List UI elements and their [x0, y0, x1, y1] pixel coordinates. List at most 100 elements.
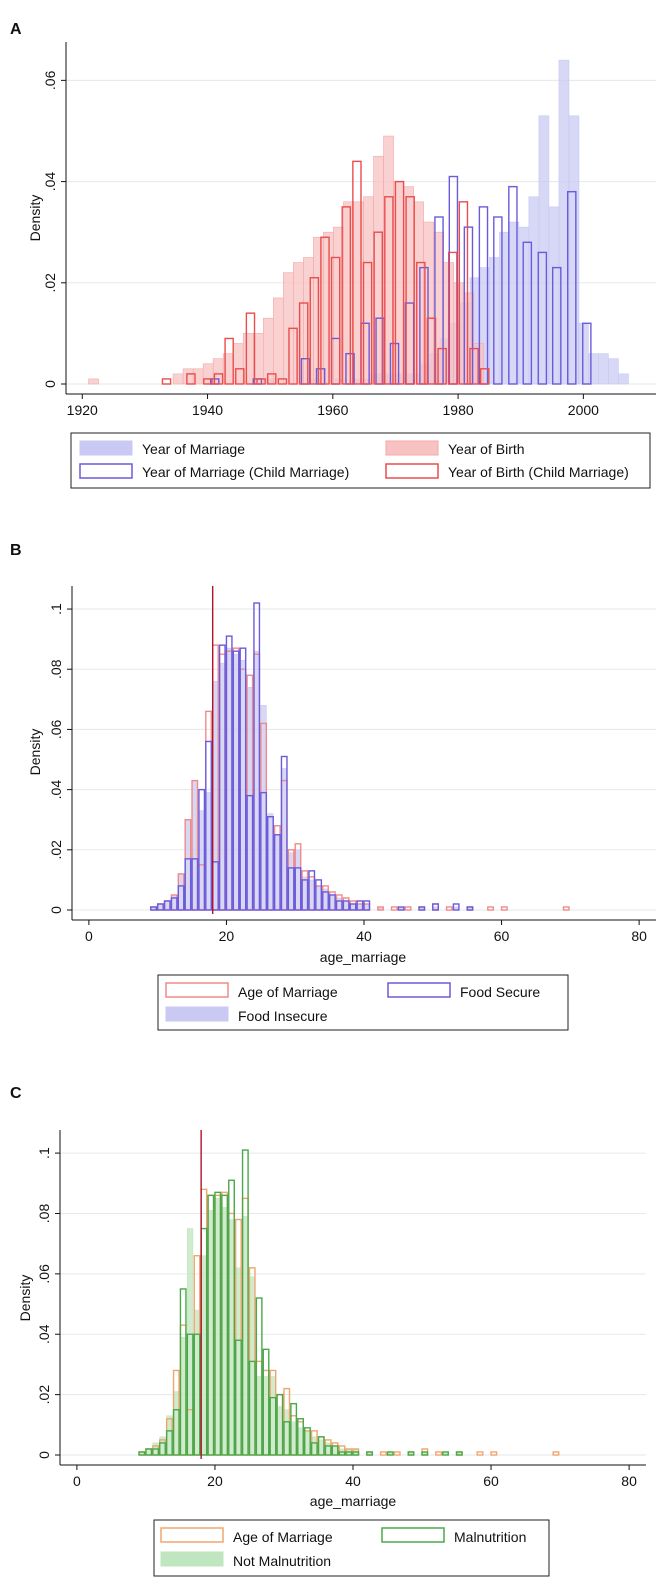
panel-c-bar-series-1 — [476, 1451, 484, 1456]
legend-c-swatch-mal — [381, 1527, 445, 1543]
panel-a-bar-series-3 — [245, 312, 256, 385]
panel-c-bar-series-2 — [214, 1191, 222, 1456]
panel-c-bar-series-0 — [283, 1409, 290, 1456]
panel-a-bar-series-3 — [213, 373, 224, 385]
panel-c-bar-series-1 — [379, 1451, 387, 1456]
panel-b-bar-series-0 — [205, 792, 212, 911]
panel-b-bar-series-2 — [356, 900, 364, 911]
panel-c-bar-series-0 — [173, 1391, 180, 1456]
panel-b-bar-series-0 — [267, 813, 274, 911]
panel-c-xtick-label: 80 — [621, 1473, 637, 1489]
panel-a-bar-series-3 — [288, 327, 298, 385]
panel-a-xtick-label: 1960 — [317, 402, 348, 418]
panel-c-xtick-label: 40 — [345, 1473, 361, 1489]
panel-b-bar-series-2 — [280, 755, 288, 911]
legend-a-swatch-marriage — [79, 440, 133, 456]
panel-b-bar-series-2 — [328, 894, 336, 911]
panel-c-bar-series-0 — [242, 1216, 249, 1456]
panel-c-bar-series-2 — [159, 1442, 166, 1456]
panel-a-label: A — [10, 21, 22, 38]
legend-c-swatch-notmal — [160, 1551, 224, 1567]
legend-a-label-birth: Year of Birth — [448, 441, 525, 457]
legend-b-label-secure: Food Secure — [460, 984, 540, 1000]
panel-c-bar-series-2 — [407, 1451, 415, 1456]
panel-c-bar-series-2 — [186, 1333, 194, 1456]
panel-a-bar-series-1 — [343, 201, 354, 385]
panel-b-bar-series-0 — [336, 897, 343, 911]
panel-c-bar-series-2 — [303, 1427, 311, 1456]
panel-a-plot: 0 .02 .04 .06 1920 1940 1960 1980 2000 — [42, 42, 656, 418]
panel-a-bar-series-3 — [235, 368, 245, 385]
panel-b: B 0 .02 .04 .06 .08 .1 0 20 40 60 80 Density age_m… — [10, 542, 656, 1031]
panel-a-bar-series-3 — [352, 160, 362, 385]
panel-b-bar-series-2 — [232, 650, 240, 911]
panel-a-bar-series-3 — [203, 378, 213, 385]
panel-b-bar-series-1 — [404, 906, 412, 911]
panel-c-bar-series-2 — [193, 1333, 201, 1456]
panel-b-bar-series-2 — [397, 906, 405, 911]
panel-c-ytick-label: .1 — [36, 1147, 52, 1159]
panel-b-bar-series-0 — [246, 686, 253, 911]
panel-b-ytick-label: 0 — [48, 906, 64, 914]
panel-c-bar-series-0 — [187, 1228, 194, 1456]
panel-b-label: B — [10, 542, 22, 559]
panel-c-bar-series-0 — [318, 1439, 325, 1456]
panel-c-bar-series-0 — [276, 1406, 283, 1456]
panel-b-bar-series-0 — [253, 650, 260, 911]
panel-c-bar-series-2 — [324, 1445, 332, 1456]
panel-a-bar-series-2 — [582, 322, 592, 385]
panel-c-bar-series-2 — [165, 1430, 173, 1456]
panel-a-bar-series-1 — [413, 201, 424, 385]
panel-c-bar-series-2 — [283, 1421, 291, 1456]
panel-a-bar-series-3 — [458, 201, 469, 385]
panel-b-bar-series-2 — [294, 867, 302, 911]
panel-a-bar-series-0 — [548, 206, 560, 385]
panel-c: C 0 .02 .04 .06 .08 .1 0 20 40 60 80 Density age_m… — [10, 1085, 646, 1577]
panel-b-bar-series-2 — [163, 900, 171, 911]
panel-c-bar-series-0 — [221, 1207, 228, 1456]
panel-b-legend-box — [157, 974, 569, 1031]
panel-c-bar-series-2 — [317, 1436, 325, 1456]
panel-b-bar-series-2 — [342, 900, 350, 911]
panel-a-bar-series-1 — [232, 343, 244, 385]
panel-b-bar-series-2 — [452, 903, 460, 911]
panel-b-xlabel: age_marriage — [320, 949, 407, 965]
panel-b-bar-series-0 — [301, 876, 308, 911]
legend-a-label-marriage-child: Year of Marriage (Child Marriage) — [142, 464, 349, 480]
panel-c-bar-series-2 — [152, 1448, 160, 1456]
panel-a-xtick-label: 1980 — [443, 402, 474, 418]
legend-a-label-marriage: Year of Marriage — [142, 441, 245, 457]
panel-a-bar-series-3 — [437, 347, 447, 385]
panel-c-bar-series-2 — [145, 1448, 153, 1456]
panel-a-bar-series-3 — [256, 378, 266, 385]
legend-a-swatch-marriage-child — [79, 463, 133, 479]
panel-b-ytick-label: .02 — [48, 840, 64, 860]
panel-a-ytick-label: .06 — [42, 70, 58, 90]
panel-b-bar-series-1 — [562, 906, 570, 911]
panel-b-bar-series-0 — [315, 885, 322, 911]
panel-a-bar-series-2 — [522, 241, 533, 385]
panel-a-ytick-label: .02 — [42, 273, 58, 293]
panel-b-bar-series-2 — [315, 879, 323, 911]
panel-c-bar-series-2 — [442, 1451, 449, 1456]
panel-b-bar-series-2 — [301, 879, 309, 911]
panel-b-bar-series-0 — [356, 903, 363, 911]
legend-b-swatch-secure — [387, 982, 451, 998]
panel-c-bar-series-2 — [455, 1451, 463, 1456]
panel-b-ytick-label: .06 — [48, 719, 64, 739]
panel-a-bar-series-2 — [537, 251, 548, 385]
panel-b-bar-series-1 — [500, 906, 508, 911]
panel-a-bar-series-3 — [373, 231, 383, 385]
panel-a-bar-series-3 — [426, 317, 437, 385]
panel-a-bar-series-1 — [88, 378, 99, 385]
panel-c-bar-series-0 — [166, 1415, 173, 1456]
panel-a-bar-series-0 — [588, 353, 599, 385]
panel-c-bar-series-0 — [235, 1267, 242, 1456]
panel-a-ytick-label: 0 — [42, 380, 58, 388]
panel-b-bar-series-2 — [205, 740, 213, 911]
panel-a-bar-series-2 — [463, 226, 474, 385]
panel-c-bar-series-0 — [180, 1336, 187, 1456]
panel-c-bar-series-2 — [207, 1194, 215, 1456]
panel-c-bar-series-0 — [290, 1421, 297, 1456]
panel-c-bar-series-0 — [207, 1210, 214, 1456]
